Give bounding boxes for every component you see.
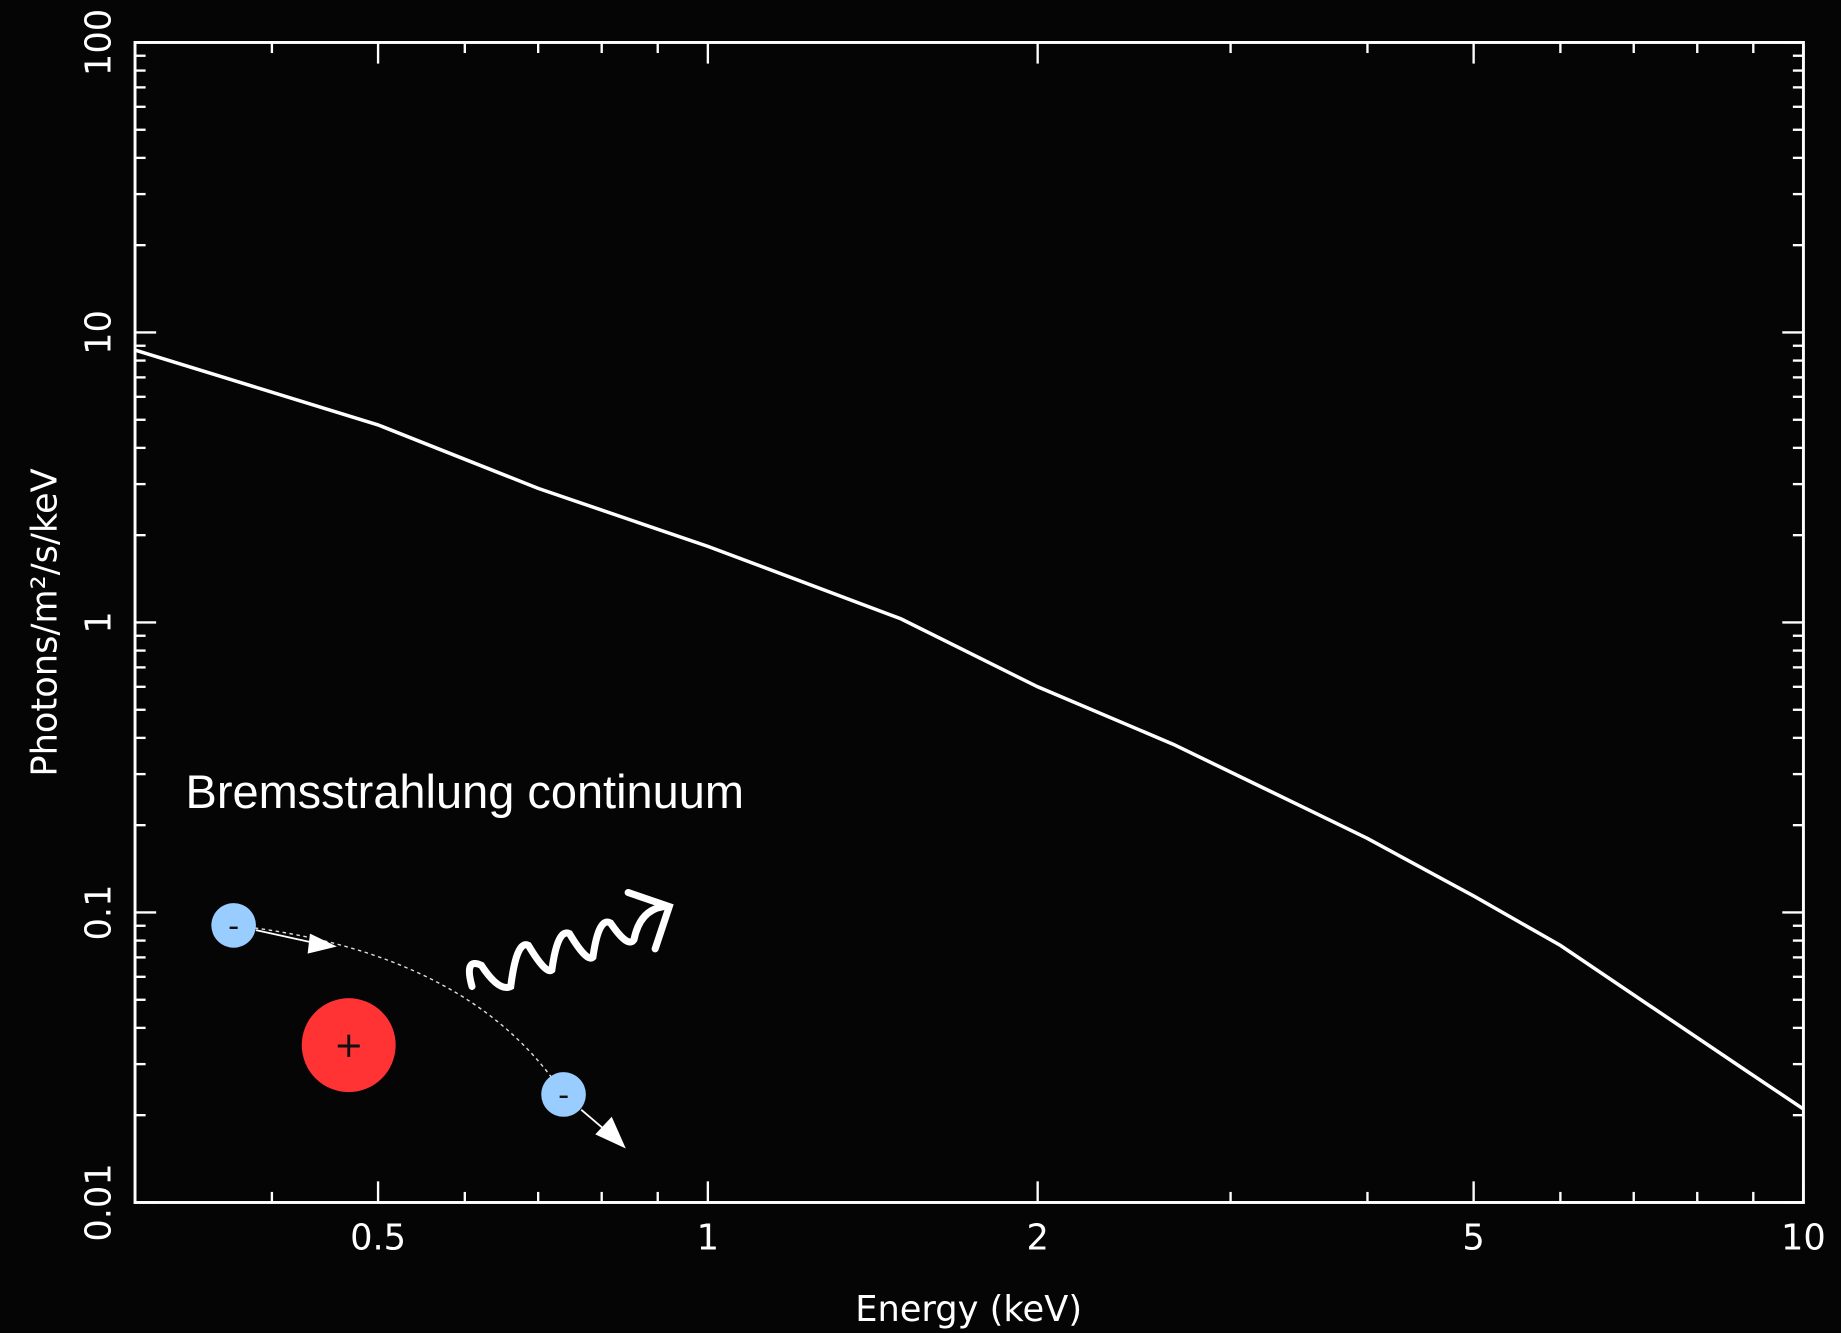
nucleus (301, 998, 396, 1093)
y-axis-label: Photons/m²/s/keV (24, 468, 65, 776)
electron (211, 903, 256, 948)
spectrum-line (134, 348, 1805, 1111)
photon-arrow (624, 888, 674, 953)
nucleus-label: + (334, 1025, 364, 1066)
annotation-text: Bremsstrahlung continuum (186, 765, 744, 818)
x-tick-label: 10 (1781, 1217, 1826, 1258)
arrow-head (595, 1116, 626, 1149)
x-tick-label: 2 (1026, 1217, 1048, 1258)
x-tick-label: 1 (697, 1217, 719, 1258)
y-tick-label: 0.01 (78, 1163, 119, 1241)
photon-wave (465, 903, 667, 991)
arrow-head (307, 933, 337, 954)
arrow (255, 929, 315, 944)
y-tick-label: 0.1 (78, 884, 119, 940)
x-tick-label: 0.5 (350, 1217, 406, 1258)
y-tick-label: 1 (78, 611, 119, 633)
y-tick-label: 100 (78, 9, 119, 76)
electron-label: - (228, 909, 239, 944)
x-axis-label: Energy (keV) (855, 1289, 1082, 1330)
electron (541, 1072, 586, 1117)
electron-label: - (558, 1078, 569, 1113)
diagram: + - - (211, 888, 674, 1149)
arrow (580, 1109, 606, 1131)
x-tick-label: 5 (1462, 1217, 1484, 1258)
y-tick-label: 10 (78, 310, 119, 355)
